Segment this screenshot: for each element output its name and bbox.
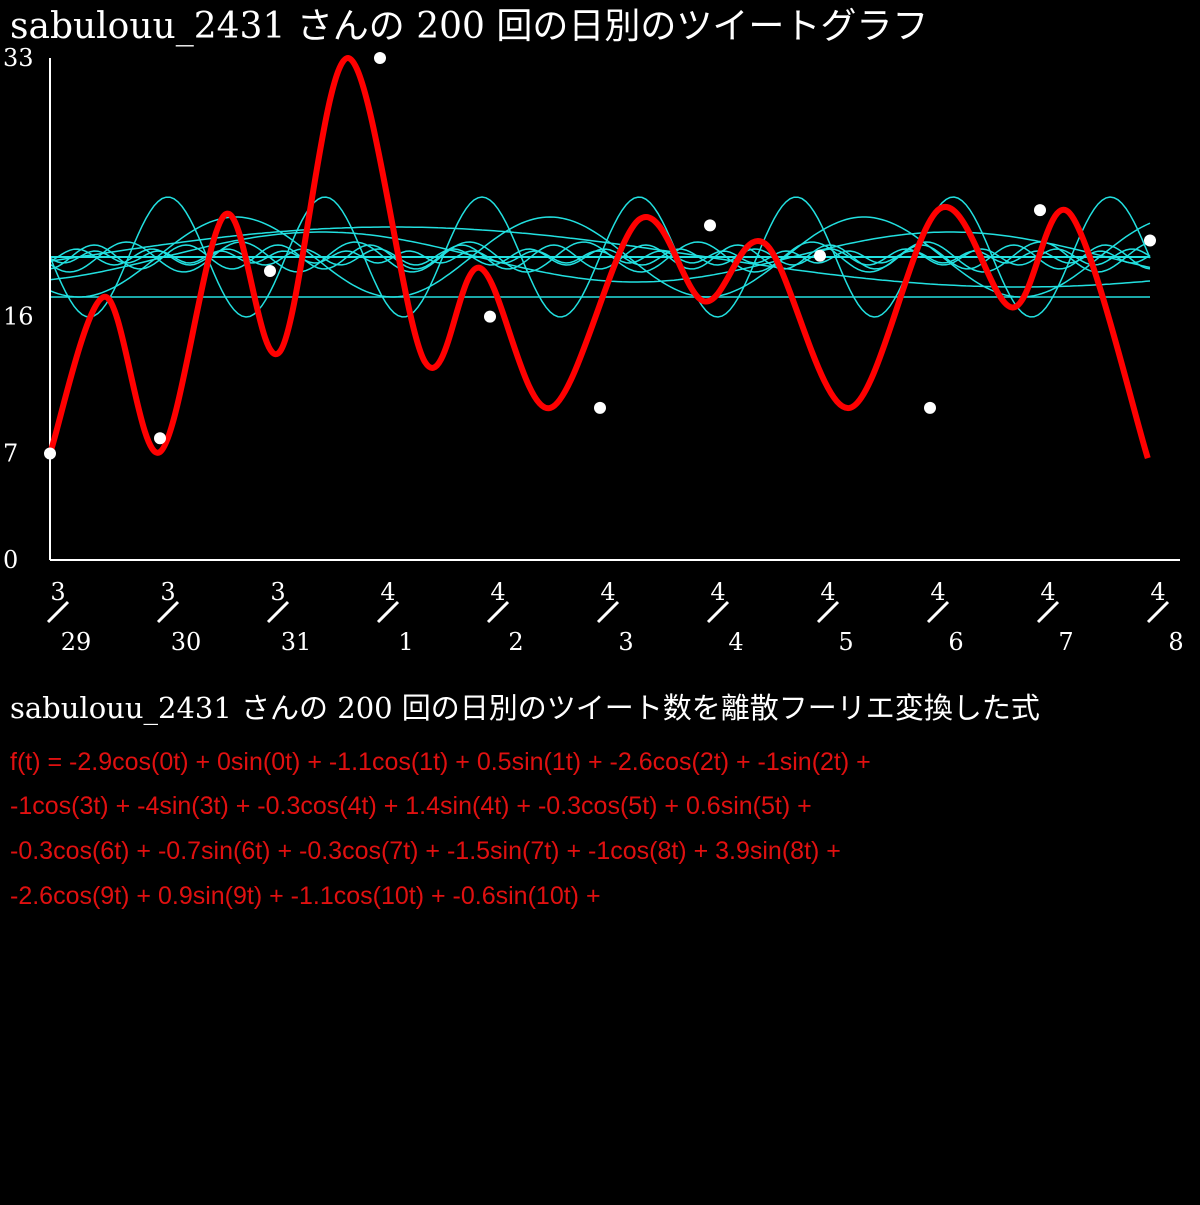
- date-slash: [376, 600, 400, 624]
- x-tick-month: 4: [820, 578, 835, 606]
- date-slash: [486, 600, 510, 624]
- x-tick-month: 3: [50, 578, 65, 606]
- formula-heading: sabulouu_2431 さんの 200 回の日別のツイート数を離散フーリエ変…: [10, 691, 1040, 726]
- y-tick-label: 33: [3, 44, 34, 72]
- date-slash: [46, 600, 70, 624]
- y-tick-label: 7: [3, 440, 18, 468]
- data-point: [924, 401, 936, 414]
- formula-line: f(t) = -2.9cos(0t) + 0sin(0t) + -1.1cos(…: [10, 748, 871, 776]
- data-point: [704, 219, 716, 232]
- x-tick-month: 4: [600, 578, 615, 606]
- formula-line: -0.3cos(6t) + -0.7sin(6t) + -0.3cos(7t) …: [10, 837, 841, 865]
- date-slash: [596, 600, 620, 624]
- y-tick-label: 0: [3, 546, 18, 574]
- x-tick-day: 5: [838, 628, 853, 656]
- x-tick-month: 3: [160, 578, 175, 606]
- data-point: [264, 264, 276, 277]
- formula-line: -2.6cos(9t) + 0.9sin(9t) + -1.1cos(10t) …: [10, 882, 601, 910]
- formula-line: -1cos(3t) + -4sin(3t) + -0.3cos(4t) + 1.…: [10, 792, 812, 820]
- data-point: [484, 310, 496, 323]
- date-slash: [1146, 600, 1170, 624]
- x-tick-month: 4: [1150, 578, 1165, 606]
- x-tick-day: 8: [1168, 628, 1183, 656]
- x-tick-day: 2: [508, 628, 523, 656]
- x-tick-month: 4: [380, 578, 395, 606]
- x-tick-day: 30: [171, 628, 202, 656]
- x-tick-day: 1: [398, 628, 413, 656]
- x-tick-month: 4: [930, 578, 945, 606]
- date-slash: [816, 600, 840, 624]
- component-wave: [49, 244, 1151, 270]
- data-point: [814, 249, 826, 262]
- x-tick-day: 3: [618, 628, 633, 656]
- x-tick-month: 4: [1040, 578, 1055, 606]
- x-tick-day: 7: [1058, 628, 1073, 656]
- data-point: [44, 447, 56, 460]
- x-tick-day: 31: [281, 628, 312, 656]
- y-tick-label: 16: [3, 303, 34, 331]
- data-point: [154, 432, 166, 445]
- component-wave: [49, 250, 1151, 264]
- date-slash: [1036, 600, 1060, 624]
- x-tick-day: 6: [948, 628, 963, 656]
- data-point: [1144, 234, 1156, 247]
- component-wave: [49, 241, 1151, 273]
- data-point: [594, 401, 606, 414]
- x-tick-month: 4: [710, 578, 725, 606]
- x-tick-day: 29: [61, 628, 92, 656]
- x-tick-month: 4: [490, 578, 505, 606]
- x-tick-month: 3: [270, 578, 285, 606]
- chart-title: sabulouu_2431 さんの 200 回の日別のツイートグラフ: [10, 6, 928, 47]
- data-point: [1034, 204, 1046, 217]
- date-slash: [156, 600, 180, 624]
- component-wave: [49, 248, 1151, 266]
- data-point: [374, 52, 386, 64]
- date-slash: [266, 600, 290, 624]
- date-slash: [706, 600, 730, 624]
- date-slash: [926, 600, 950, 624]
- x-tick-day: 4: [728, 628, 743, 656]
- component-wave: [49, 226, 1151, 288]
- fourier-curve: [47, 55, 1151, 460]
